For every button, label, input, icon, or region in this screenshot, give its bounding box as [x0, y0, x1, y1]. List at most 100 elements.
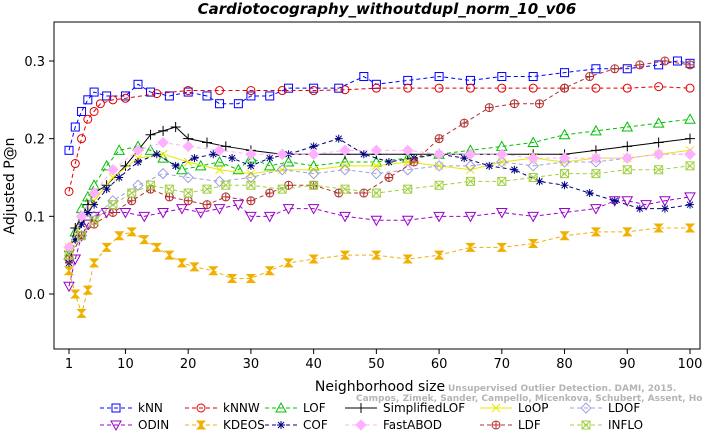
point-knn — [359, 72, 369, 82]
legend-marker-cof — [277, 421, 285, 429]
point-kdeos — [101, 242, 112, 252]
x-tick-label: 100 — [678, 357, 702, 372]
legend-label-fastabod: FastABOD — [383, 418, 442, 432]
point-knn — [120, 91, 130, 101]
legend-marker-loop — [491, 403, 501, 413]
point-kdeos — [283, 258, 294, 268]
point-odin — [194, 207, 207, 219]
point-fastabod — [75, 210, 88, 223]
line-knn — [68, 60, 691, 151]
point-kdeos — [433, 250, 445, 260]
point-inflo — [654, 165, 664, 175]
point-inflo — [202, 184, 212, 194]
point-ldf — [510, 99, 519, 108]
point-inflo — [309, 180, 319, 190]
point-odin — [157, 207, 169, 219]
point-odin — [621, 196, 634, 207]
legend-marker-kdeos — [195, 420, 207, 430]
x-tick-label: 60 — [431, 357, 448, 372]
point-fastabod — [370, 144, 383, 157]
legend-marker-simplifiedlof — [356, 403, 366, 413]
legend-label-knn: kNN — [138, 401, 163, 415]
point-inflo — [77, 231, 86, 241]
legend-marker-knnw — [196, 403, 206, 413]
point-inflo — [434, 180, 444, 190]
x-tick-label: 50 — [368, 357, 385, 372]
point-ldof — [276, 164, 288, 176]
point-inflo — [591, 169, 601, 179]
point-cof — [635, 204, 644, 213]
point-knnw — [591, 83, 601, 93]
legend-item-loop: LoOP — [480, 401, 549, 415]
point-lof — [621, 120, 634, 132]
point-loop — [309, 165, 318, 175]
point-cof — [152, 150, 161, 159]
point-odin — [558, 207, 571, 219]
point-ldf — [686, 60, 694, 69]
point-kdeos — [164, 250, 175, 260]
point-simplifiedlof — [622, 141, 633, 152]
line-odin — [68, 196, 691, 287]
point-kdeos — [76, 308, 87, 318]
legend-label-loop: LoOP — [518, 401, 549, 415]
point-kdeos — [63, 266, 75, 276]
point-inflo — [403, 184, 413, 194]
point-knnw — [108, 95, 118, 105]
point-fastabod — [132, 144, 144, 157]
line-inflo — [68, 165, 691, 256]
point-ldof — [182, 171, 194, 184]
point-knnw — [215, 86, 225, 96]
point-odin — [63, 281, 75, 293]
point-inflo — [371, 188, 381, 198]
point-kdeos — [653, 223, 664, 233]
x-tick-label: 40 — [305, 357, 322, 372]
point-inflo — [246, 180, 256, 190]
x-axis: 1 10 20 30 40 50 60 70 80 90 100 — [65, 349, 702, 372]
point-simplifiedlof — [170, 122, 181, 133]
legend-marker-ldf — [492, 421, 500, 429]
point-odin — [401, 215, 414, 227]
legend-marker-inflo — [581, 420, 591, 430]
point-ldf — [585, 72, 594, 81]
point-knn — [146, 87, 156, 97]
point-inflo — [221, 180, 231, 190]
point-fastabod — [107, 164, 119, 176]
point-knn — [70, 122, 80, 132]
point-ldf — [108, 208, 117, 217]
point-cof — [190, 154, 199, 163]
point-fastabod — [621, 152, 633, 164]
x-tick-label: 1 — [65, 357, 73, 372]
legend-marker-fastabod — [355, 419, 367, 431]
point-odin — [370, 215, 383, 227]
point-ldf — [184, 196, 193, 205]
point-odin — [119, 207, 132, 219]
point-kdeos — [189, 262, 200, 272]
point-ldf — [610, 64, 619, 73]
point-simplifiedlof — [653, 137, 664, 148]
point-kdeos — [151, 242, 163, 252]
point-simplifiedlof — [120, 160, 131, 171]
point-inflo — [654, 165, 663, 175]
legend-item-inflo: INFLO — [570, 418, 643, 432]
point-ldf — [635, 60, 644, 69]
legend-marker-lof — [275, 401, 287, 413]
legend-label-cof: COF — [303, 418, 328, 432]
point-loop — [246, 169, 256, 178]
point-lof — [213, 155, 226, 167]
point-knn — [622, 64, 632, 74]
point-inflo — [403, 184, 413, 194]
point-cof — [115, 173, 124, 182]
point-fastabod — [213, 144, 226, 157]
point-fastabod — [245, 148, 257, 160]
line-lof — [68, 118, 691, 256]
point-inflo — [183, 188, 193, 198]
point-knn — [202, 91, 212, 101]
series-kdeos — [63, 223, 696, 318]
point-inflo — [434, 180, 444, 190]
point-inflo — [89, 215, 99, 225]
point-kdeos — [245, 273, 257, 283]
chart-title: Cardiotocography_withoutdupl_norm_10_v06 — [198, 0, 577, 18]
point-knn — [215, 99, 225, 109]
point-odin — [213, 204, 226, 215]
